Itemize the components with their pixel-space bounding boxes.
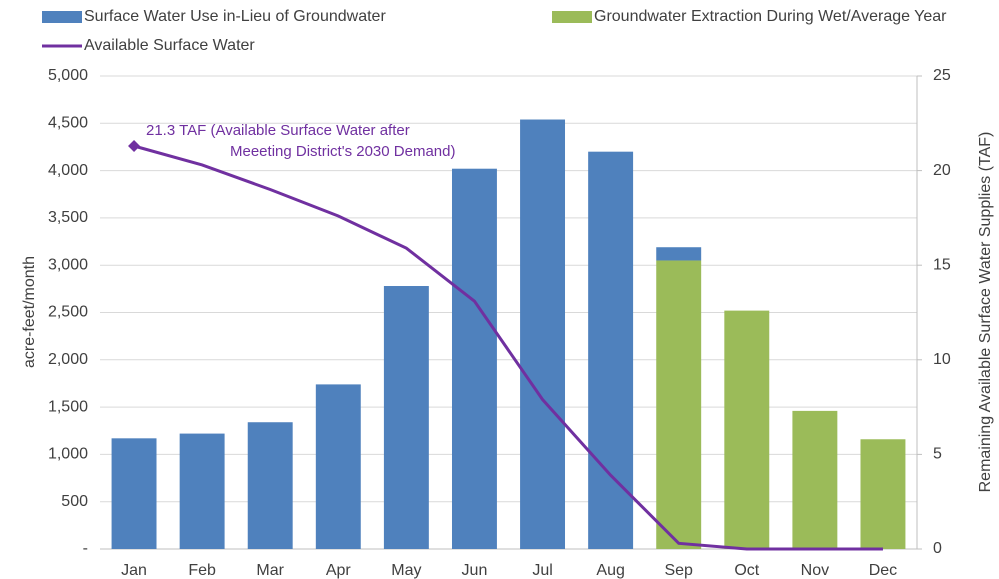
bar (656, 260, 702, 549)
y-tick-label: 500 (61, 493, 88, 510)
y-tick-label: 1,000 (48, 446, 88, 463)
line (133, 144, 883, 551)
legend-label: Groundwater Extraction During Wet/Averag… (594, 8, 947, 25)
x-tick-label: Jul (532, 562, 552, 579)
bar (860, 439, 906, 549)
legend-swatch (42, 11, 82, 23)
y-tick-label: 2,000 (48, 351, 88, 368)
y-tick-label: 3,000 (48, 256, 88, 273)
x-tick-label: Jan (121, 562, 147, 579)
bar (520, 119, 566, 550)
y-tick-label: 5,000 (48, 67, 88, 84)
y-tick-label: 4,500 (48, 115, 88, 132)
legend-label: Available Surface Water (84, 37, 255, 54)
y2-tick-label: 15 (933, 256, 951, 273)
marker (128, 140, 141, 153)
bar (383, 286, 429, 549)
annotation: Meeeting District's 2030 Demand) (230, 143, 455, 160)
bar (247, 422, 293, 549)
bar (111, 438, 157, 549)
x-tick-label: Feb (188, 562, 216, 579)
bar (451, 168, 497, 549)
bar (588, 151, 634, 549)
y-tick-label: 1,500 (48, 398, 88, 415)
bar (656, 247, 702, 261)
x-tick-label: Apr (326, 562, 352, 579)
y2-axis-label: Remaining Available Surface Water Suppli… (977, 132, 994, 493)
y-tick-label: - (83, 540, 88, 557)
x-tick-label: Oct (734, 562, 759, 579)
y-tick-label: 2,500 (48, 304, 88, 321)
legend-label: Surface Water Use in-Lieu of Groundwater (84, 8, 386, 25)
x-tick-label: Aug (596, 562, 624, 579)
y-tick-label: 4,000 (48, 162, 88, 179)
bar (724, 310, 770, 549)
x-tick-label: Sep (664, 562, 693, 579)
legend-swatch (552, 11, 592, 23)
x-tick-label: Mar (256, 562, 284, 579)
x-tick-label: May (391, 562, 421, 579)
annotation: 21.3 TAF (Available Surface Water after (146, 122, 410, 139)
bar (315, 384, 361, 549)
x-tick-label: Jun (462, 562, 488, 579)
y2-tick-label: 5 (933, 446, 942, 463)
x-tick-label: Dec (869, 562, 897, 579)
y2-tick-label: 0 (933, 540, 942, 557)
y2-tick-label: 25 (933, 67, 951, 84)
y-axis-label: acre-feet/month (21, 256, 38, 368)
x-tick-label: Nov (801, 562, 829, 579)
y-tick-label: 3,500 (48, 209, 88, 226)
y2-tick-label: 10 (933, 351, 951, 368)
y2-tick-label: 20 (933, 162, 951, 179)
bar (792, 410, 838, 549)
bar (179, 433, 225, 549)
